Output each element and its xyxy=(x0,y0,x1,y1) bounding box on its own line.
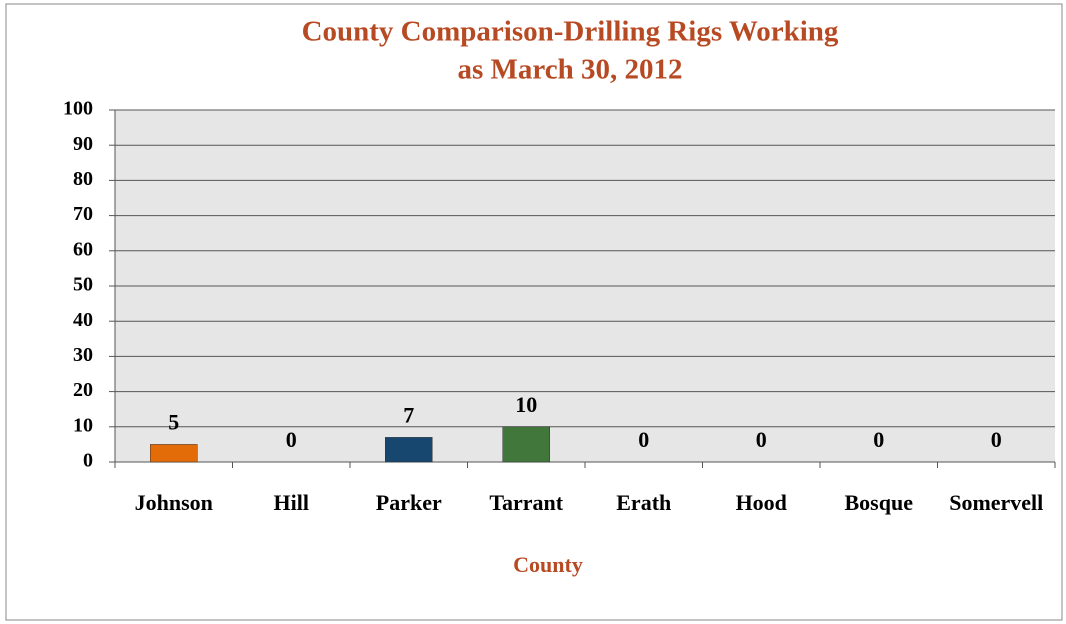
chart-title: County Comparison-Drilling Rigs Working xyxy=(302,16,839,48)
value-label: 0 xyxy=(756,427,767,452)
y-tick-label: 50 xyxy=(73,274,93,296)
value-label: 0 xyxy=(286,427,297,452)
x-tick-label: Bosque xyxy=(845,490,914,515)
x-tick-label: Hood xyxy=(736,490,787,515)
x-tick-label: Erath xyxy=(616,490,671,515)
y-tick-label: 30 xyxy=(73,344,93,366)
value-label: 0 xyxy=(638,427,649,452)
value-label: 7 xyxy=(403,402,414,427)
y-tick-label: 80 xyxy=(73,168,93,190)
value-label: 10 xyxy=(515,392,537,417)
chart-title: as March 30, 2012 xyxy=(457,54,682,86)
x-tick-label: Johnson xyxy=(135,490,213,515)
y-tick-label: 70 xyxy=(73,203,93,225)
x-axis-label: County xyxy=(513,552,583,577)
y-tick-label: 90 xyxy=(73,133,93,155)
bar xyxy=(150,444,198,463)
x-tick-label: Parker xyxy=(376,490,442,515)
y-tick-label: 0 xyxy=(83,450,93,472)
x-tick-label: Hill xyxy=(274,490,309,515)
y-tick-label: 10 xyxy=(73,414,93,436)
value-label: 5 xyxy=(168,409,179,434)
value-label: 0 xyxy=(873,427,884,452)
y-tick-label: 100 xyxy=(63,98,93,120)
y-tick-label: 20 xyxy=(73,379,93,401)
bar xyxy=(502,426,550,463)
x-tick-label: Somervell xyxy=(949,490,1043,515)
bar xyxy=(385,437,433,463)
y-tick-label: 60 xyxy=(73,238,93,260)
value-label: 0 xyxy=(991,427,1002,452)
y-tick-label: 40 xyxy=(73,309,93,331)
x-tick-label: Tarrant xyxy=(489,490,563,515)
